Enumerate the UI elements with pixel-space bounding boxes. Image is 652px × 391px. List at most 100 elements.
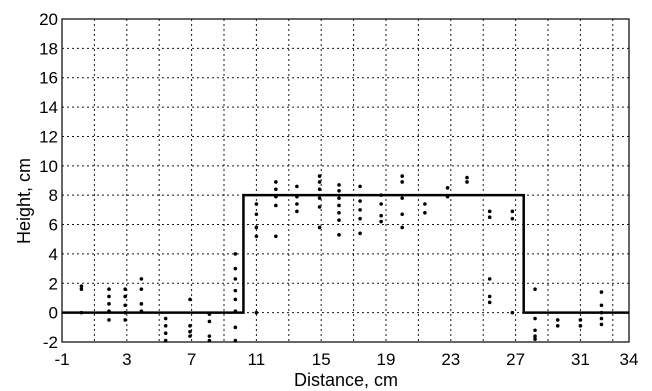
measurement-point — [188, 334, 192, 338]
measurement-point — [107, 318, 111, 322]
data-series — [62, 174, 629, 343]
measurement-point — [555, 324, 560, 328]
measurement-point — [188, 297, 192, 302]
measurement-point — [465, 180, 469, 184]
measurement-point — [207, 319, 212, 324]
y-tick-label: 10 — [39, 157, 58, 176]
measurement-point — [79, 287, 84, 291]
measurement-point — [233, 266, 238, 271]
measurement-point — [163, 331, 168, 335]
measurement-point — [233, 309, 238, 313]
measurement-point — [358, 208, 362, 212]
measurement-point — [423, 202, 427, 206]
measurement-point — [599, 290, 604, 294]
measurement-point — [254, 310, 259, 315]
measurement-point — [317, 174, 322, 178]
measurement-point — [533, 328, 537, 333]
measurement-point — [358, 199, 362, 203]
measurement-point — [599, 310, 604, 315]
measurement-point — [337, 211, 341, 215]
y-tick-label: 14 — [39, 98, 58, 117]
measurement-point — [533, 334, 537, 338]
measurement-point — [274, 234, 278, 239]
x-tick-label: 3 — [122, 350, 131, 369]
measurement-point — [599, 303, 604, 308]
measurement-point — [337, 183, 341, 187]
y-tick-label: 16 — [39, 69, 58, 88]
measurement-point — [599, 322, 604, 327]
measurement-point — [107, 309, 111, 313]
measurement-point — [510, 310, 515, 315]
measurement-point — [254, 225, 259, 230]
measurement-point — [358, 184, 362, 189]
measurement-point — [317, 196, 322, 200]
plot-frame — [61, 18, 630, 343]
grid-lines — [62, 19, 629, 342]
measurement-point — [79, 310, 84, 315]
measurement-point — [379, 193, 383, 197]
measurement-point — [295, 209, 299, 214]
measurement-point — [254, 234, 259, 239]
x-tick-label: 7 — [187, 350, 196, 369]
measurement-point — [487, 209, 492, 214]
measurement-point — [123, 310, 127, 315]
y-tick-labels: -2 0 2 4 6 8 10 12 14 16 18 20 — [39, 10, 58, 352]
measurement-point — [337, 188, 341, 193]
measurement-point — [274, 203, 278, 208]
measurement-point — [379, 213, 383, 218]
measurement-point — [139, 302, 144, 306]
measurement-point — [487, 215, 492, 220]
measurement-point — [445, 194, 450, 199]
y-tick-label: 0 — [49, 304, 58, 323]
measurement-point — [163, 324, 168, 328]
measurement-point — [295, 184, 299, 189]
measurement-point — [337, 203, 341, 208]
x-tick-label: 15 — [312, 350, 331, 369]
measurement-point — [400, 174, 405, 178]
measurement-point — [317, 180, 322, 184]
measurement-point — [445, 186, 450, 190]
measurement-point — [207, 312, 212, 316]
measurement-point — [337, 218, 341, 222]
x-tick-label: -1 — [54, 350, 69, 369]
measurement-point — [295, 194, 299, 199]
measurement-point — [188, 324, 192, 328]
x-tick-label: 23 — [441, 350, 460, 369]
measurement-point — [487, 277, 492, 281]
y-tick-label: 6 — [49, 216, 58, 235]
measurement-point — [379, 202, 383, 206]
y-tick-label: 18 — [39, 39, 58, 58]
measurement-point — [254, 212, 259, 217]
measurement-point — [400, 212, 405, 217]
measurement-point — [317, 205, 322, 209]
measurement-point — [599, 316, 604, 321]
measurement-point — [123, 318, 127, 322]
y-tick-label: 12 — [39, 127, 58, 146]
measurement-point — [233, 277, 238, 281]
x-tick-label: 34 — [620, 350, 639, 369]
measurement-point — [233, 297, 238, 302]
measurement-point — [487, 294, 492, 299]
measurement-point — [400, 196, 405, 200]
y-tick-label: 20 — [39, 10, 58, 29]
x-tick-label: 19 — [377, 350, 396, 369]
measurement-point — [295, 202, 299, 206]
measurement-point — [358, 231, 362, 236]
measurement-point — [487, 300, 492, 305]
measurement-point — [317, 225, 322, 230]
measurement-point — [107, 294, 111, 299]
measurement-point — [233, 252, 238, 256]
measurement-point — [533, 337, 537, 341]
measurement-point — [533, 316, 537, 321]
measurement-point — [207, 334, 212, 338]
measurement-point — [423, 211, 427, 215]
measurement-point — [254, 202, 259, 206]
measurement-point — [337, 196, 341, 200]
measurement-point — [317, 187, 322, 192]
measurement-point — [578, 324, 583, 328]
measurement-point — [358, 216, 362, 221]
measurement-point — [139, 309, 144, 313]
y-tick-label: 8 — [49, 186, 58, 205]
measurement-point — [139, 277, 144, 281]
